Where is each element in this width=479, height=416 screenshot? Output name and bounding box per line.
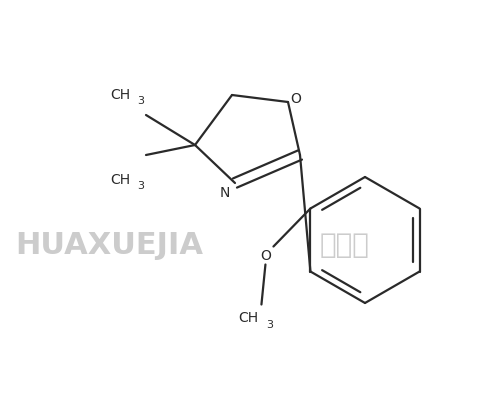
Text: CH: CH — [239, 312, 259, 325]
Text: CH: CH — [110, 88, 130, 102]
Text: 化学加: 化学加 — [320, 231, 370, 259]
Text: 3: 3 — [266, 319, 273, 329]
Text: O: O — [291, 92, 301, 106]
Text: 3: 3 — [137, 96, 145, 106]
Text: N: N — [220, 186, 230, 200]
Text: CH: CH — [110, 173, 130, 187]
Text: O: O — [260, 250, 271, 263]
Text: 3: 3 — [137, 181, 145, 191]
Text: HUAXUEJIA: HUAXUEJIA — [15, 230, 203, 260]
